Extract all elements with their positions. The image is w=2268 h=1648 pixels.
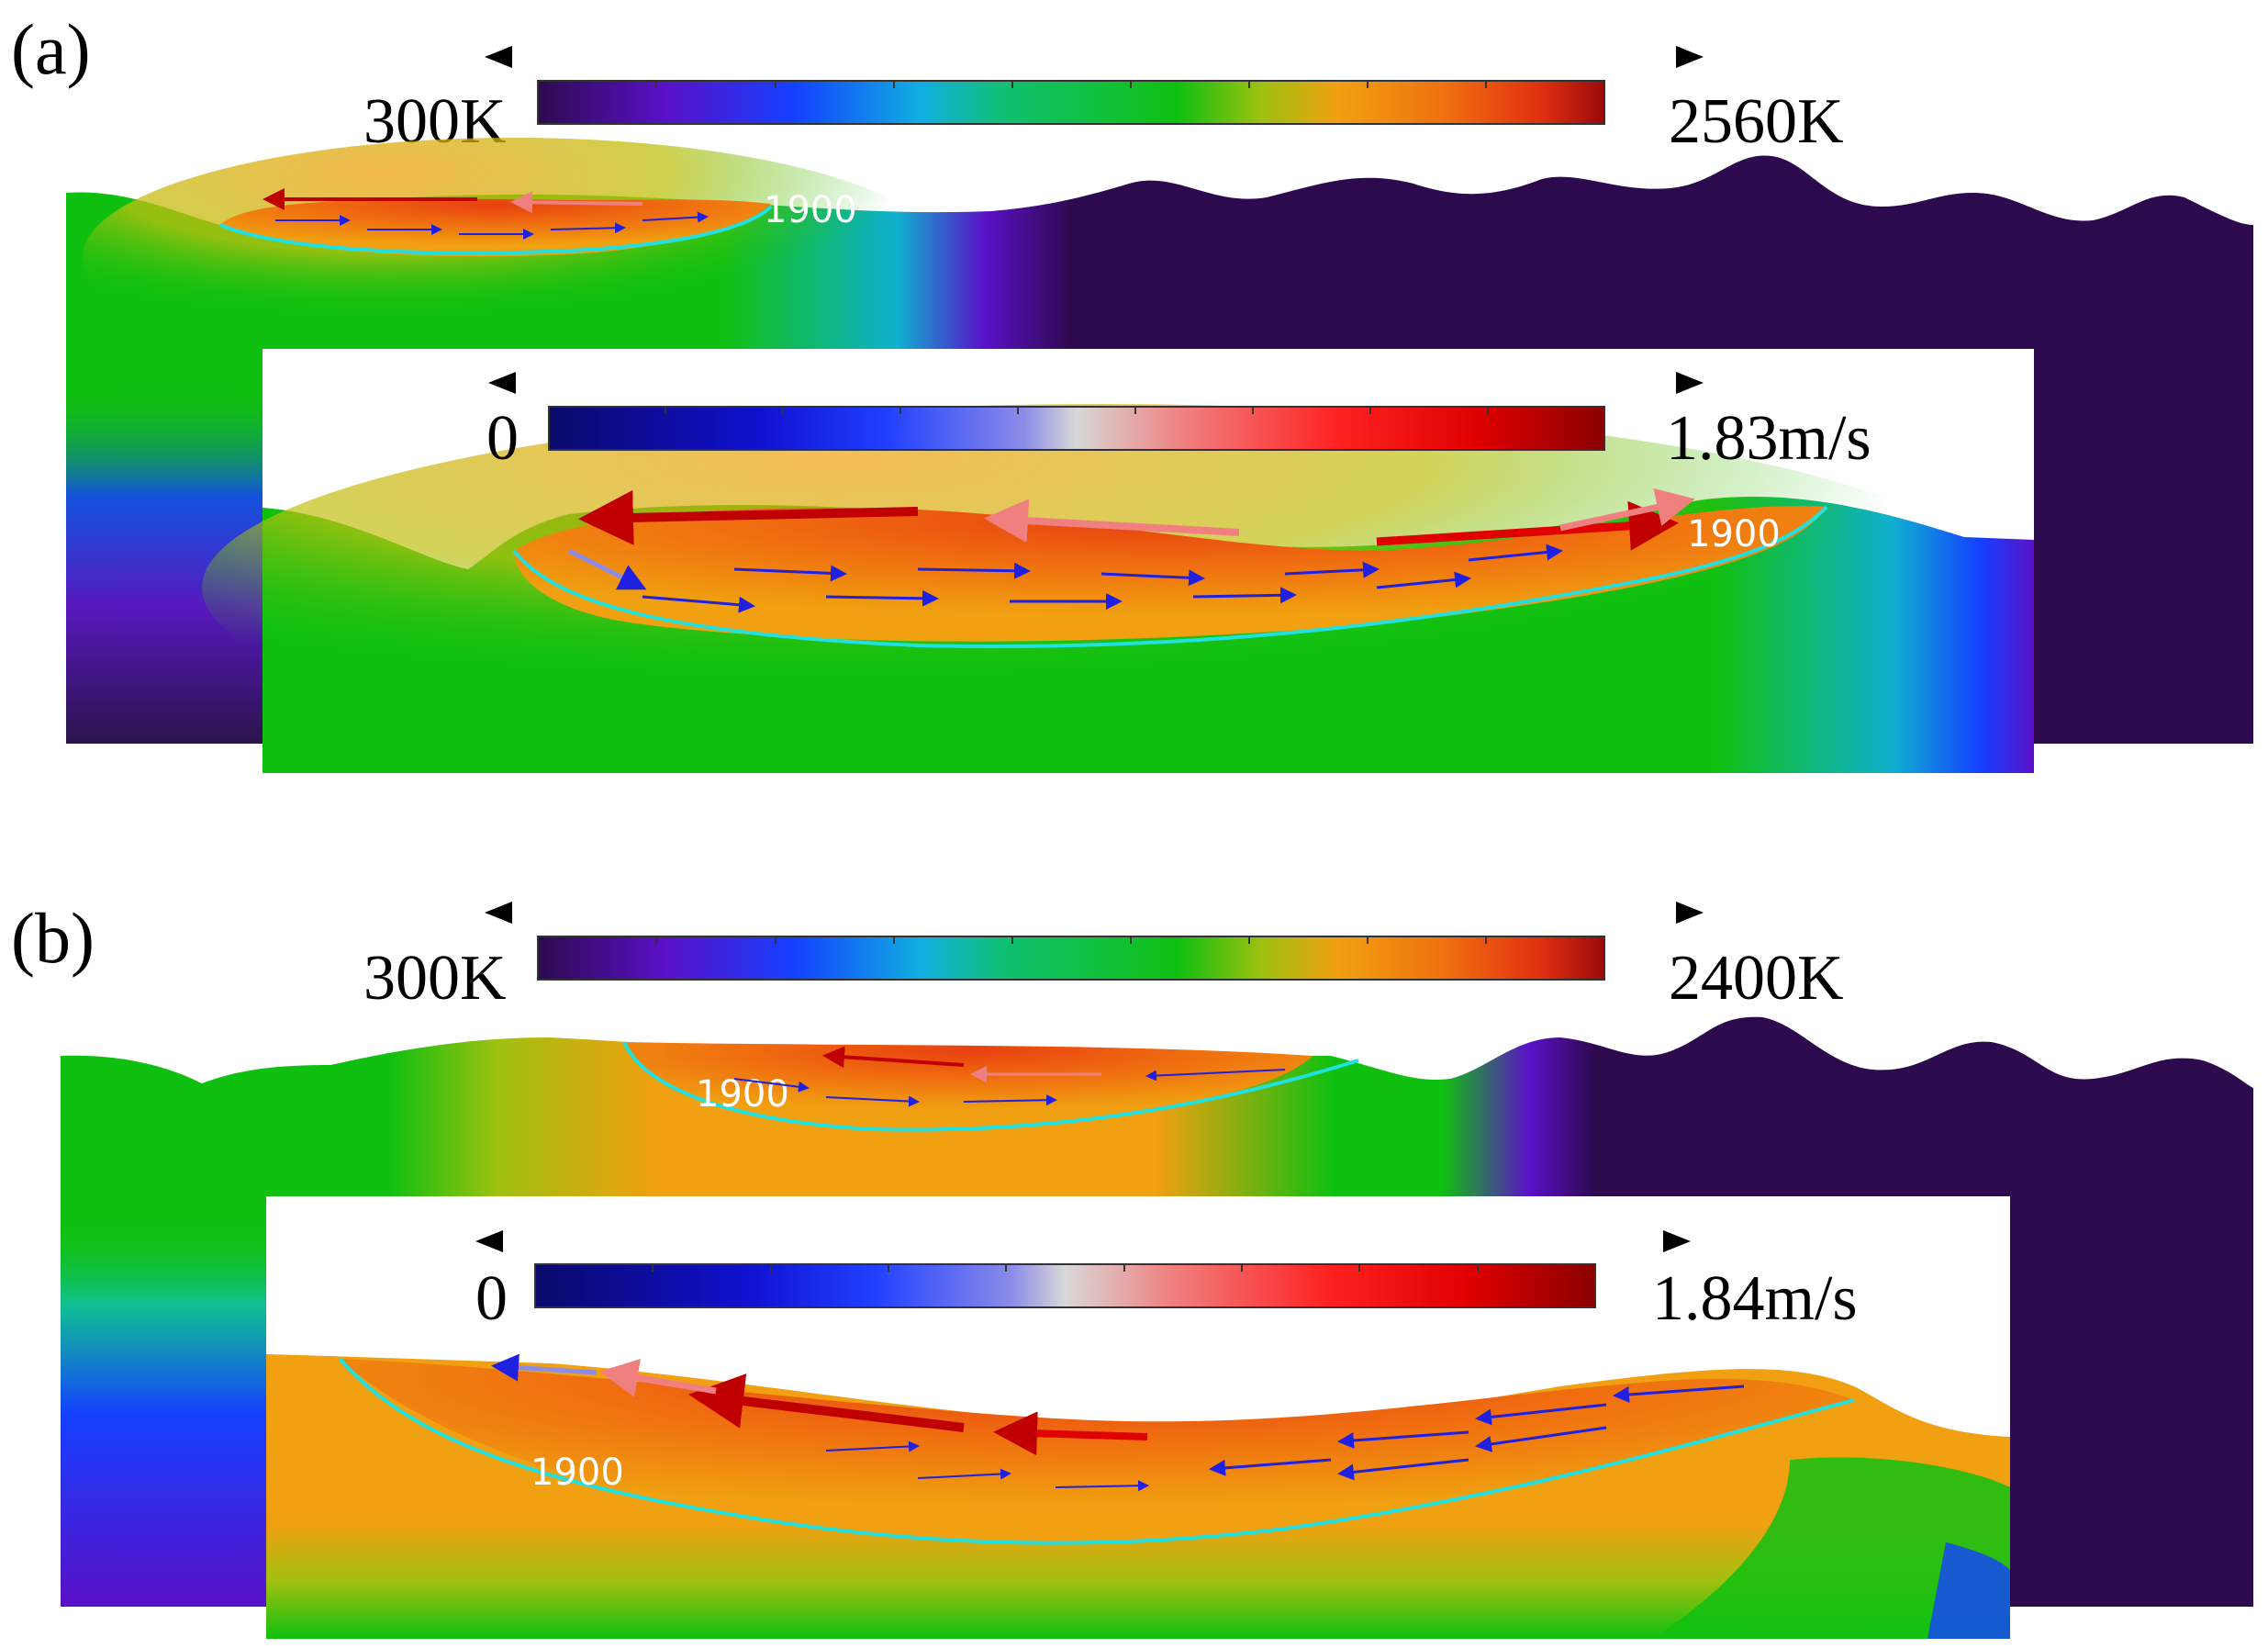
panel-a-inset-isotherm-label: 1900 — [1687, 513, 1781, 555]
panel-a-inset-isotherm — [512, 505, 1828, 649]
panel-a-flow-arrows — [263, 188, 709, 240]
right-triangle-icon — [1663, 1230, 1691, 1252]
panel-b-inset-flow-arrows — [491, 1353, 1745, 1492]
panel-b-isotherm — [622, 1041, 1359, 1132]
panel-b-inset-isotherm — [338, 1357, 1855, 1545]
left-triangle-icon — [475, 1230, 503, 1252]
left-triangle-icon — [488, 372, 516, 394]
panel-a-label: (a) — [11, 9, 91, 89]
temperature-colorbar-bar — [537, 80, 1605, 125]
panel-a-inset-flow-arrows — [567, 488, 1695, 613]
panel-b-inset-blue-zone — [1927, 1542, 2010, 1639]
panel-a-isotherm — [219, 205, 773, 255]
left-triangle-icon — [485, 902, 512, 924]
panel-a-isotherm-label: 1900 — [764, 189, 857, 231]
right-triangle-icon — [1676, 46, 1704, 68]
panel-b-temperature-colorbar: 300K 2400K — [363, 902, 1844, 1014]
panel-b-inset-green-zone — [1652, 1457, 2010, 1639]
panel-b-label: (b) — [11, 898, 95, 978]
panel-a-melt-pool — [220, 198, 771, 257]
temperature-min-label: 300K — [363, 943, 507, 1014]
velocity-max-label: 1.83m/s — [1666, 403, 1871, 474]
panel-b: (b) 300K 2400K 1900 — [11, 898, 2253, 1639]
panel-b-velocity-colorbar: 0 1.84m/s — [475, 1230, 1858, 1334]
panel-a-velocity-colorbar: 0 1.83m/s — [486, 372, 1871, 474]
velocity-colorbar-ticks — [665, 407, 1489, 414]
panel-b-inset: 1900 0 1.84m/s — [266, 1196, 2010, 1639]
panel-b-flow-arrows — [733, 1046, 1286, 1107]
velocity-max-label: 1.84m/s — [1652, 1263, 1858, 1334]
panel-b-melt-pool — [624, 1042, 1313, 1127]
temperature-colorbar-ticks — [655, 81, 1487, 88]
velocity-min-label: 0 — [475, 1263, 508, 1334]
panel-b-inset-isotherm-label: 1900 — [531, 1452, 624, 1494]
right-triangle-icon — [1676, 902, 1704, 924]
panel-a-inset: 1900 0 1.83m/s — [202, 349, 2034, 773]
velocity-colorbar-bar — [534, 1263, 1596, 1308]
right-triangle-icon — [1676, 372, 1704, 394]
left-triangle-icon — [485, 46, 512, 68]
temperature-colorbar-ticks — [655, 936, 1487, 944]
panel-a-temperature-colorbar: 300K 2560K — [363, 46, 1844, 157]
panel-b-cold-zone — [61, 1055, 330, 1607]
velocity-min-label: 0 — [486, 403, 519, 474]
temperature-max-label: 2400K — [1669, 943, 1844, 1014]
panel-a-heat-halo — [83, 138, 945, 376]
velocity-colorbar-ticks — [652, 1264, 1479, 1272]
panel-a: (a) 300K 2560K 1900 — [11, 9, 2253, 773]
temperature-colorbar-bar — [537, 936, 1605, 981]
velocity-colorbar-bar — [548, 406, 1605, 451]
temperature-max-label: 2560K — [1669, 86, 1844, 157]
